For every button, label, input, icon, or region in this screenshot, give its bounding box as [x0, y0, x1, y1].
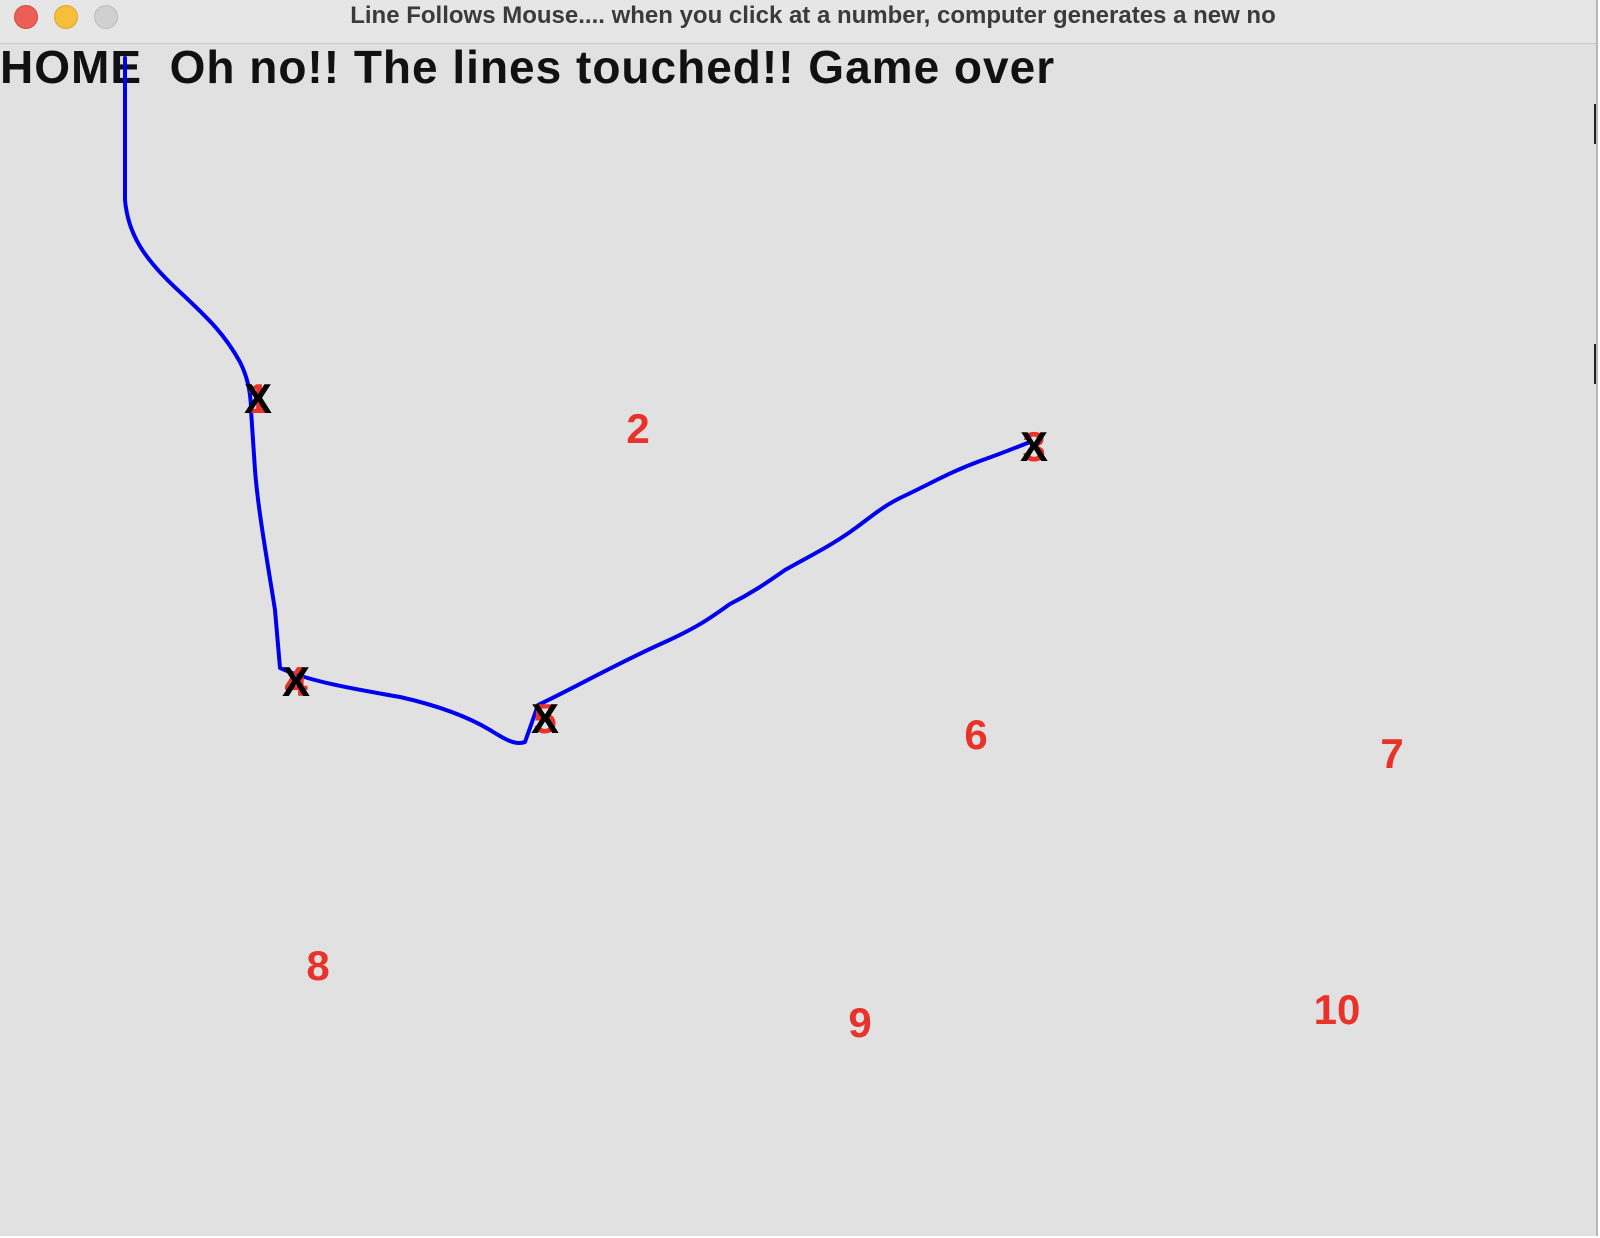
target-number-5[interactable]: 5: [533, 695, 556, 742]
clicked-marker: X: [1020, 423, 1048, 470]
target-2[interactable]: 2: [626, 405, 649, 452]
window-title: Line Follows Mouse.... when you click at…: [350, 2, 1276, 29]
target-number-10[interactable]: 10: [1314, 986, 1361, 1033]
target-number-7[interactable]: 7: [1380, 730, 1403, 777]
zoom-window-button[interactable]: [94, 5, 118, 29]
title-bar[interactable]: Line Follows Mouse.... when you click at…: [0, 0, 1596, 44]
edge-mark: [1594, 104, 1596, 144]
target-8[interactable]: 8: [306, 942, 329, 989]
target-number-2[interactable]: 2: [626, 405, 649, 452]
target-number-3[interactable]: 3: [1022, 423, 1045, 470]
target-4[interactable]: 4X: [282, 658, 310, 705]
target-1[interactable]: 1X: [244, 375, 272, 422]
target-number-8[interactable]: 8: [306, 942, 329, 989]
game-canvas[interactable]: HOME Oh no!! The lines touched!! Game ov…: [0, 44, 1596, 1236]
status-bar: HOME Oh no!! The lines touched!! Game ov…: [0, 44, 1055, 90]
window-edge: [1594, 44, 1596, 1236]
target-6[interactable]: 6: [964, 711, 987, 758]
close-window-button[interactable]: [14, 5, 38, 29]
home-label[interactable]: HOME: [0, 41, 142, 93]
minimize-window-button[interactable]: [54, 5, 78, 29]
clicked-marker: X: [531, 695, 559, 742]
target-number-6[interactable]: 6: [964, 711, 987, 758]
game-over-message: Oh no!! The lines touched!! Game over: [169, 41, 1056, 93]
player-trail-line: [123, 56, 1032, 745]
target-10[interactable]: 10: [1314, 986, 1361, 1033]
target-number-9[interactable]: 9: [848, 999, 871, 1046]
target-number-1[interactable]: 1: [246, 375, 269, 422]
edge-mark: [1594, 344, 1596, 384]
target-5[interactable]: 5X: [531, 695, 559, 742]
clicked-marker: X: [282, 658, 310, 705]
target-9[interactable]: 9: [848, 999, 871, 1046]
target-7[interactable]: 7: [1380, 730, 1403, 777]
target-3[interactable]: 3X: [1020, 423, 1048, 470]
clicked-marker: X: [244, 375, 272, 422]
target-number-4[interactable]: 4: [284, 658, 308, 705]
